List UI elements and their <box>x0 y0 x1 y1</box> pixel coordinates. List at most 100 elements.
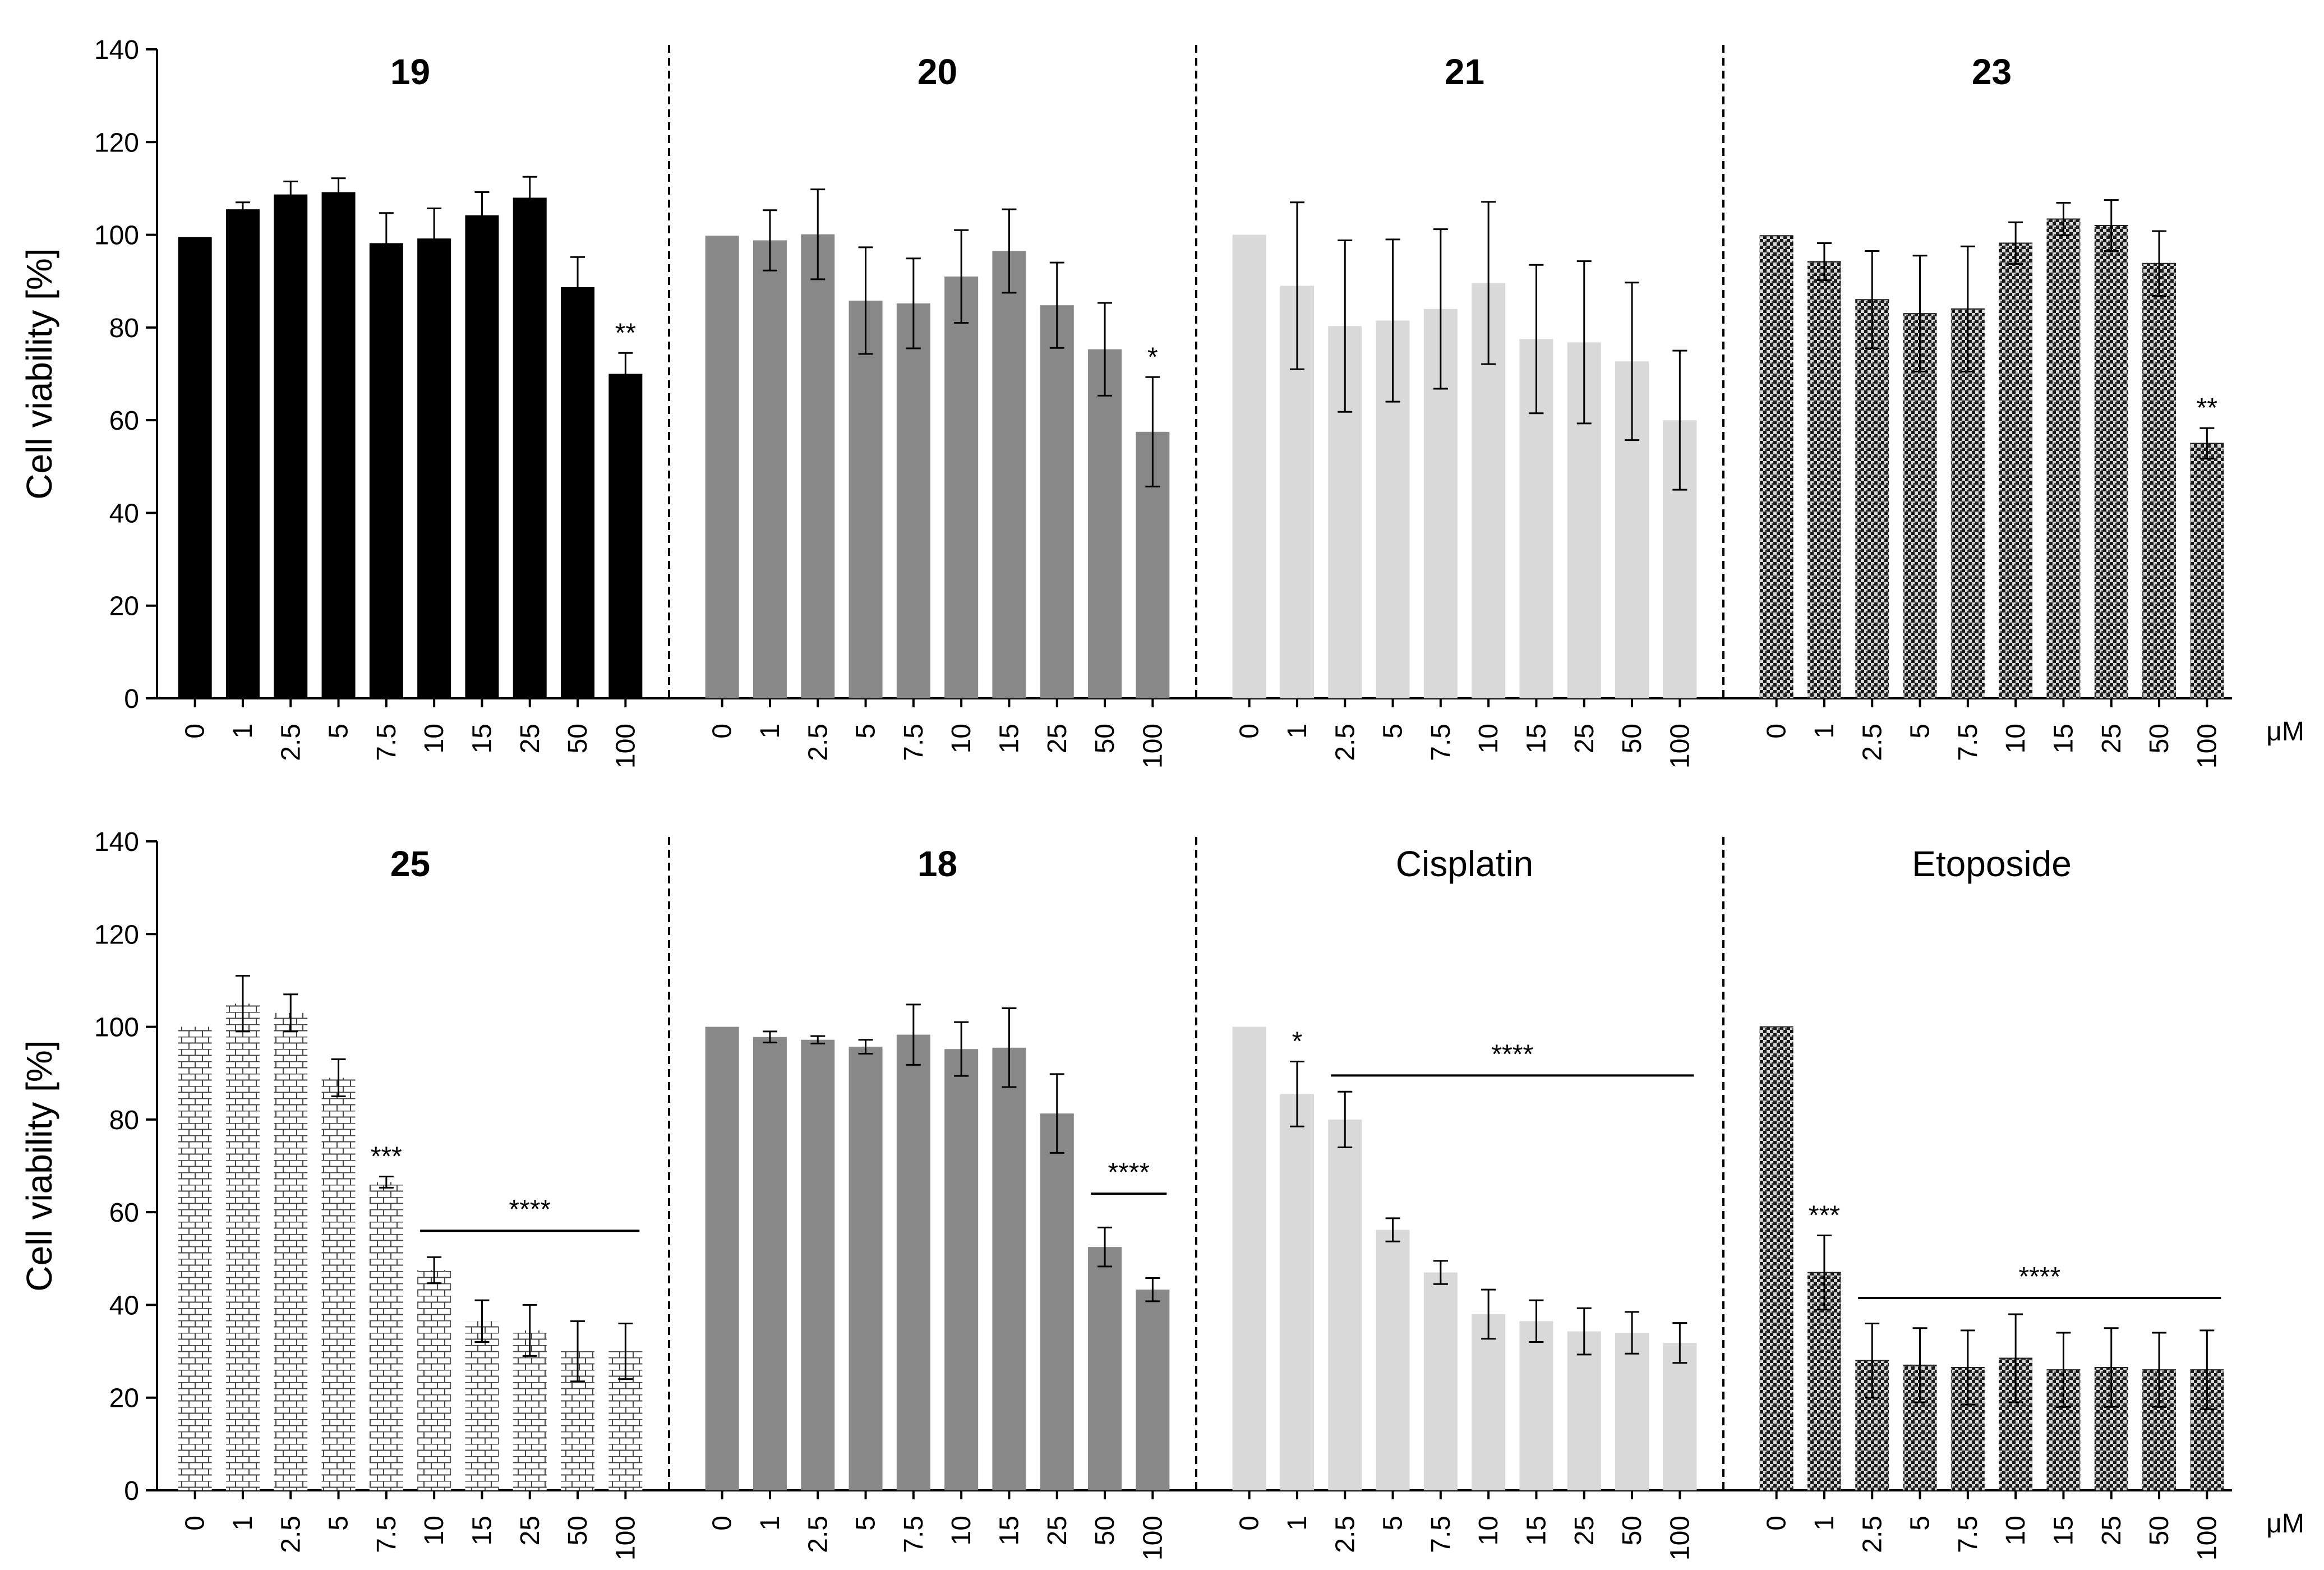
bar <box>896 1034 930 1490</box>
x-tick-label: 25 <box>1043 724 1072 753</box>
bar <box>896 303 930 698</box>
x-tick-label: 50 <box>1617 1516 1647 1545</box>
y-tick-label: 120 <box>94 128 139 158</box>
y-tick-label: 100 <box>94 221 139 251</box>
bar <box>2190 443 2224 698</box>
bar <box>849 1047 883 1490</box>
bar <box>274 1012 308 1490</box>
x-tick-label: 5 <box>1378 1516 1408 1531</box>
x-tick-label: 15 <box>994 1516 1024 1545</box>
unit-label: μM <box>2266 1509 2304 1539</box>
x-tick-label: 50 <box>563 724 593 753</box>
panel-title: 19 <box>390 52 430 92</box>
x-tick-label: 100 <box>1665 1516 1695 1560</box>
y-tick-label: 40 <box>109 499 139 528</box>
x-tick-label: 1 <box>1810 1516 1839 1531</box>
unit-label: μM <box>2266 717 2304 747</box>
bar <box>1423 1272 1458 1490</box>
y-axis-title: Cell viability [%] <box>19 248 59 499</box>
x-tick-label: 50 <box>1617 724 1647 753</box>
bar <box>178 237 212 698</box>
x-tick-label: 10 <box>419 1516 449 1545</box>
x-tick-label: 25 <box>2097 724 2127 753</box>
x-tick-label: 100 <box>1665 724 1695 768</box>
x-tick-label: 5 <box>1906 724 1935 739</box>
x-tick-label: 15 <box>467 724 497 753</box>
y-tick-label: 100 <box>94 1013 139 1043</box>
x-tick-label: 15 <box>1521 724 1551 753</box>
x-tick-label: 5 <box>1378 724 1408 739</box>
significance-bracket-label: **** <box>2018 1262 2060 1292</box>
bar <box>2142 263 2177 698</box>
bar <box>465 215 499 698</box>
x-tick-label: 5 <box>1906 1516 1935 1531</box>
x-tick-label: 0 <box>181 1516 210 1531</box>
bar <box>1951 309 1985 698</box>
x-tick-label: 15 <box>1521 1516 1551 1545</box>
panel-title: 20 <box>917 52 957 92</box>
y-tick-label: 80 <box>109 314 139 343</box>
bar <box>753 240 787 698</box>
x-tick-label: 1 <box>1810 724 1839 739</box>
x-tick-label: 10 <box>419 724 449 753</box>
bar <box>513 197 547 698</box>
y-tick-label: 120 <box>94 920 139 950</box>
x-tick-label: 10 <box>1474 1516 1504 1545</box>
bar <box>1088 1247 1122 1490</box>
significance-marker: *** <box>371 1142 402 1172</box>
bar <box>1807 261 1841 698</box>
x-tick-label: 15 <box>2049 724 2078 753</box>
bar <box>1088 349 1122 698</box>
x-tick-label: 25 <box>2097 1516 2127 1545</box>
bar <box>1280 1094 1314 1490</box>
significance-bracket-label: **** <box>509 1195 551 1224</box>
x-tick-label: 100 <box>611 724 640 768</box>
x-tick-label: 0 <box>1235 1516 1265 1531</box>
bar <box>225 1003 260 1490</box>
x-tick-label: 1 <box>228 724 258 739</box>
y-tick-label: 60 <box>109 406 139 436</box>
x-tick-label: 10 <box>2001 724 2031 753</box>
x-tick-label: 7.5 <box>372 1516 402 1553</box>
x-tick-label: 2.5 <box>1857 1516 1887 1553</box>
x-tick-label: 50 <box>2145 724 2174 753</box>
x-tick-label: 1 <box>228 1516 258 1531</box>
x-tick-label: 100 <box>1138 724 1168 768</box>
x-tick-label: 100 <box>2192 724 2222 768</box>
x-tick-label: 7.5 <box>899 1516 929 1553</box>
bar <box>369 1182 403 1490</box>
x-tick-label: 100 <box>1138 1516 1168 1560</box>
x-tick-label: 50 <box>563 1516 593 1545</box>
x-tick-label: 10 <box>947 724 976 753</box>
y-tick-label: 40 <box>109 1291 139 1320</box>
x-tick-label: 7.5 <box>372 724 402 761</box>
x-tick-label: 1 <box>1283 724 1312 739</box>
x-tick-label: 25 <box>1043 1516 1072 1545</box>
x-tick-label: 2.5 <box>1330 1516 1360 1553</box>
bar <box>2094 225 2128 698</box>
panel-title: 23 <box>1972 52 2012 92</box>
bar <box>417 238 451 698</box>
bar <box>705 1026 739 1490</box>
x-tick-label: 10 <box>2001 1516 2031 1545</box>
x-tick-label: 100 <box>2192 1516 2222 1560</box>
bar <box>1472 1314 1506 1490</box>
bar <box>369 243 403 698</box>
x-tick-label: 0 <box>708 724 737 739</box>
bar <box>417 1270 451 1490</box>
panel-title: 25 <box>390 844 430 884</box>
x-tick-label: 15 <box>2049 1516 2078 1545</box>
bar <box>705 236 739 699</box>
x-tick-label: 1 <box>755 724 785 739</box>
bar <box>561 287 595 698</box>
x-tick-label: 50 <box>1090 1516 1120 1545</box>
bar <box>1232 234 1266 699</box>
x-tick-label: 2.5 <box>276 1516 306 1553</box>
x-tick-label: 7.5 <box>1953 1516 1983 1553</box>
x-tick-label: 10 <box>1474 724 1504 753</box>
bar <box>1567 1331 1601 1490</box>
y-tick-label: 0 <box>124 684 139 714</box>
bar <box>849 300 883 698</box>
panel-title: Etoposide <box>1912 844 2072 884</box>
